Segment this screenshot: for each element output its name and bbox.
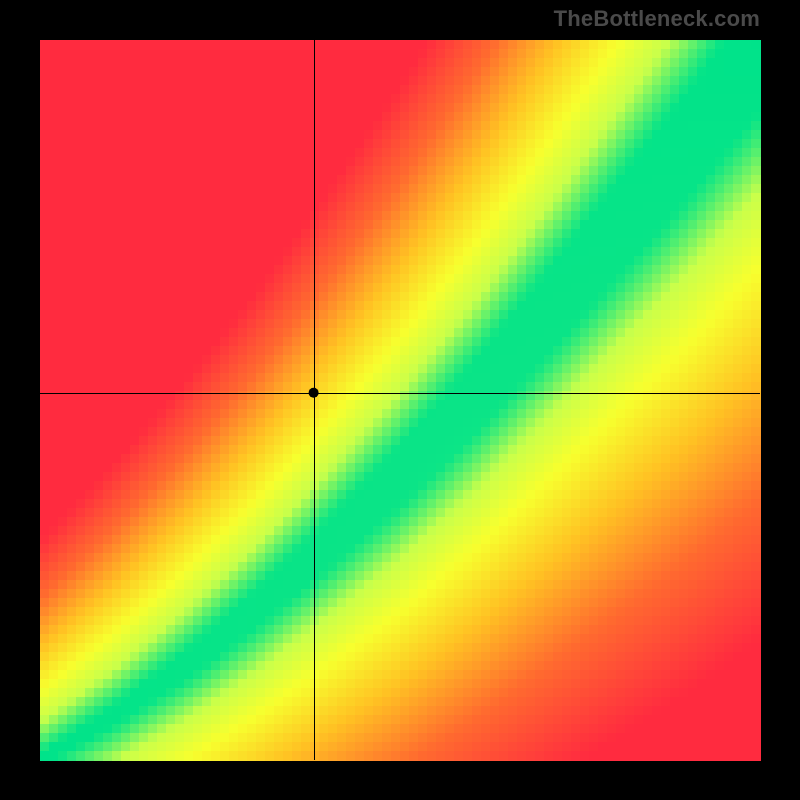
heatmap-canvas bbox=[0, 0, 800, 800]
chart-container: TheBottleneck.com bbox=[0, 0, 800, 800]
watermark-text: TheBottleneck.com bbox=[554, 6, 760, 32]
